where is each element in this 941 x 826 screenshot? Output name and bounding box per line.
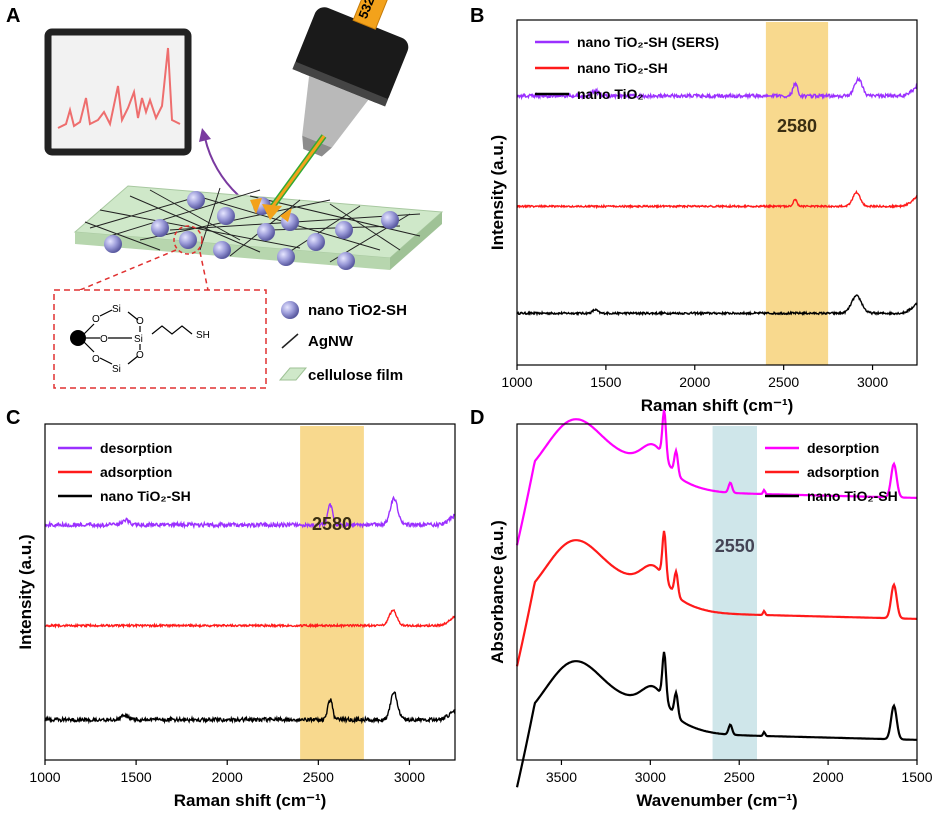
panel-label-a: A <box>6 5 20 27</box>
highlight-label: 2580 <box>777 116 817 136</box>
x-tick-label: 3000 <box>635 769 666 785</box>
nanoparticle-icon <box>281 301 299 319</box>
laser-head-icon: 532 nm <box>250 0 409 222</box>
x-tick-label: 2000 <box>212 769 243 785</box>
series-line-nano-tio-sh <box>515 651 917 788</box>
legend-label: nano TiO₂-SH <box>577 60 668 76</box>
x-axis-title: Wavenumber (cm⁻¹) <box>636 791 797 810</box>
series-line-nano-tio-sh-sers- <box>516 76 918 101</box>
series-line-nano-tio- <box>516 294 918 317</box>
schematic-legend: nano TiO2-SH AgNW cellulose film <box>278 301 407 384</box>
panel-label-b: B <box>470 5 484 27</box>
cellulose-film <box>73 185 444 270</box>
svg-text:Si: Si <box>112 364 121 375</box>
svg-text:O: O <box>100 334 108 345</box>
panel-label-c: C <box>6 407 20 429</box>
series-line-desorption <box>44 495 456 530</box>
y-axis-title: Intensity (a.u.) <box>16 534 35 649</box>
x-tick-label: 2500 <box>768 374 799 390</box>
svg-text:O: O <box>136 350 144 361</box>
legend-label: nano TiO₂-SH <box>100 488 191 504</box>
series-line-desorption <box>515 409 917 546</box>
svg-text:O: O <box>136 316 144 327</box>
highlight-band <box>765 22 829 365</box>
x-tick-label: 1000 <box>29 769 60 785</box>
zoom-circle <box>173 225 203 255</box>
highlight-label: 2550 <box>715 536 755 556</box>
x-tick-label: 3000 <box>857 374 888 390</box>
x-axis-title: Raman shift (cm⁻¹) <box>174 791 327 810</box>
x-tick-label: 3500 <box>546 769 577 785</box>
x-tick-label: 2000 <box>679 374 710 390</box>
chart-d: 3500 3000 2500 2000 1500 Wavenumber (cm⁻¹) Abs… <box>488 409 933 810</box>
svg-text:SH: SH <box>196 330 210 341</box>
legend-label: nano TiO₂ <box>577 86 644 102</box>
film-icon <box>278 367 308 381</box>
agnw-icon <box>281 333 299 349</box>
chart-b: 1000 1500 2000 2500 3000 Raman shift (cm⁻¹) In… <box>488 19 918 415</box>
highlight-band <box>300 426 364 760</box>
svg-text:Si: Si <box>134 334 143 345</box>
series-line-nano-tio-sh <box>516 189 918 210</box>
svg-text:O: O <box>92 354 100 365</box>
legend-label: desorption <box>100 440 172 456</box>
plot-frame <box>44 423 456 761</box>
panel-label-d: D <box>470 407 484 429</box>
legend-label: nano TiO₂-SH (SERS) <box>577 34 719 50</box>
monitor-icon <box>44 28 192 156</box>
x-tick-label: 1500 <box>901 769 932 785</box>
x-tick-label: 1500 <box>121 769 152 785</box>
x-tick-label: 2500 <box>724 769 755 785</box>
plot-frame <box>516 423 918 761</box>
svg-text:Si: Si <box>112 304 121 315</box>
svg-text:O: O <box>92 314 100 325</box>
chart-c: 1000 1500 2000 2500 3000 Raman shift (cm⁻¹) In… <box>16 423 456 810</box>
y-axis-title: Absorbance (a.u.) <box>488 520 507 664</box>
plot-frame <box>516 19 918 366</box>
series-line-adsorption <box>515 530 917 667</box>
legend-agnw: AgNW <box>308 333 354 350</box>
panel-a: A <box>6 0 444 389</box>
y-axis-title: Intensity (a.u.) <box>488 135 507 250</box>
highlight-band <box>712 426 757 760</box>
x-tick-label: 3000 <box>394 769 425 785</box>
nanoparticles <box>104 191 399 270</box>
legend-label: adsorption <box>100 464 172 480</box>
signal-arrow-icon <box>204 137 239 196</box>
legend-label: desorption <box>807 440 879 456</box>
x-tick-label: 1500 <box>590 374 621 390</box>
legend-nanoparticle: nano TiO2-SH <box>308 302 407 319</box>
series-line-nano-tio-sh <box>44 691 456 725</box>
x-axis-title: Raman shift (cm⁻¹) <box>641 396 794 415</box>
x-tick-label: 2500 <box>303 769 334 785</box>
legend-label: adsorption <box>807 464 879 480</box>
series-line-adsorption <box>44 609 455 629</box>
x-tick-label: 1000 <box>501 374 532 390</box>
highlight-label: 2580 <box>312 514 352 534</box>
legend-film: cellulose film <box>308 367 403 384</box>
molecule-structure: O O O Si Si O O Si SH <box>53 289 267 389</box>
x-tick-label: 2000 <box>813 769 844 785</box>
legend-label: nano TiO₂-SH <box>807 488 898 504</box>
